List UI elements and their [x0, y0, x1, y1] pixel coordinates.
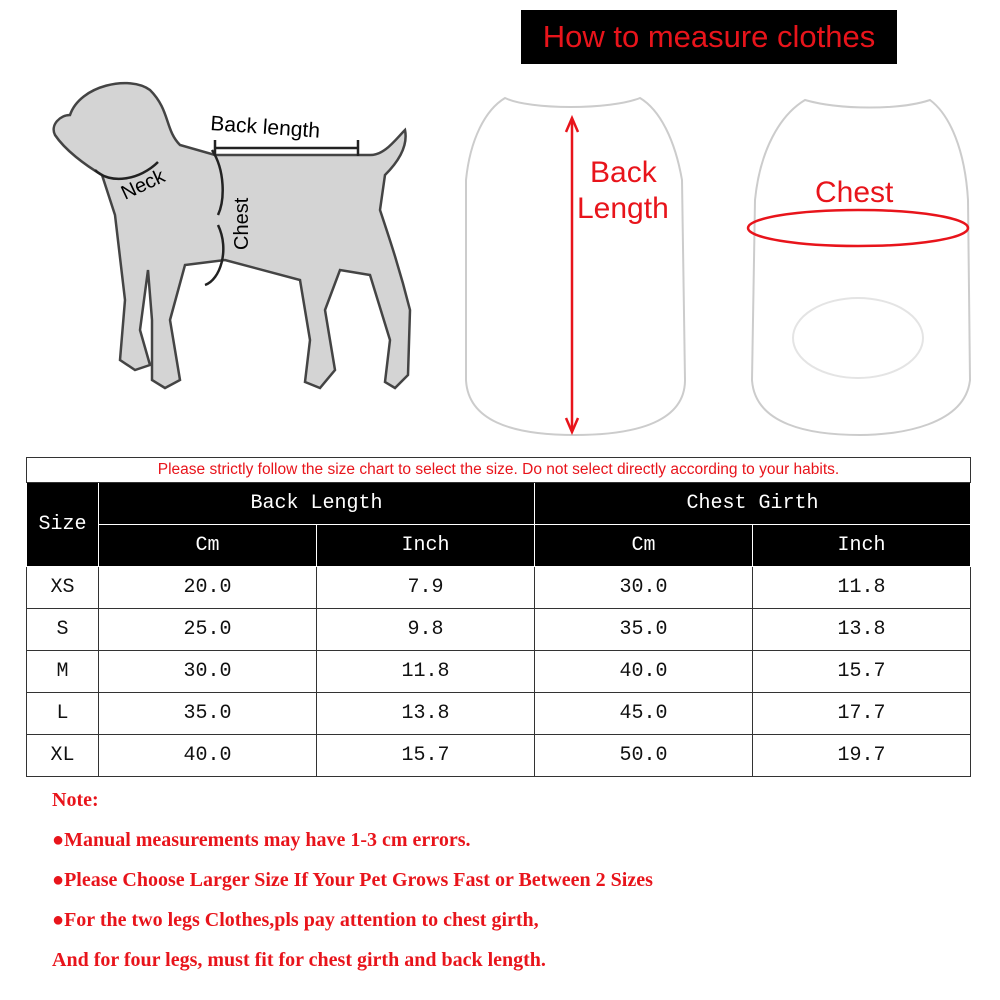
shirt-back-label: Back	[590, 156, 658, 189]
shirt-back-view	[465, 96, 687, 437]
unit-header: Inch	[315, 524, 535, 567]
value-cell: 35.0	[98, 692, 317, 735]
value-cell: 15.7	[315, 734, 535, 777]
value-cell: 7.9	[315, 566, 535, 609]
unit-header: Inch	[751, 524, 972, 567]
value-cell: 11.8	[751, 566, 972, 609]
size-cell: XL	[26, 734, 99, 777]
value-cell: 19.7	[751, 734, 972, 777]
note-line: ●Please Choose Larger Size If Your Pet G…	[52, 869, 653, 891]
unit-header: Cm	[98, 524, 317, 567]
value-cell: 20.0	[98, 566, 317, 609]
value-cell: 17.7	[751, 692, 972, 735]
note-line: And for four legs, must fit for chest gi…	[52, 949, 546, 971]
size-cell: M	[26, 650, 99, 693]
value-cell: 30.0	[533, 566, 753, 609]
shirt-front-view	[750, 98, 972, 437]
size-cell: XS	[26, 566, 99, 609]
size-cell: S	[26, 608, 99, 651]
value-cell: 50.0	[533, 734, 753, 777]
shirt-diagrams: Back Length Chest	[465, 96, 972, 437]
back-length-header: Back Length	[98, 482, 535, 525]
value-cell: 11.8	[315, 650, 535, 693]
value-cell: 25.0	[98, 608, 317, 651]
value-cell: 15.7	[751, 650, 972, 693]
dog-back-length-label: Back length	[210, 112, 321, 143]
table-row: S 25.0 9.8 35.0 13.8	[26, 608, 972, 651]
page-title: How to measure clothes	[521, 10, 897, 64]
value-cell: 9.8	[315, 608, 535, 651]
chest-arrow-icon	[204, 149, 225, 287]
table-row: L 35.0 13.8 45.0 17.7	[26, 692, 972, 735]
table-row: XS 20.0 7.9 30.0 11.8	[26, 566, 972, 609]
note-heading: Note:	[52, 789, 99, 811]
dog-chest-label: Chest	[231, 197, 253, 250]
note-line: ●Manual measurements may have 1-3 cm err…	[52, 829, 471, 851]
table-row: XL 40.0 15.7 50.0 19.7	[26, 734, 972, 777]
table-row: M 30.0 11.8 40.0 15.7	[26, 650, 972, 693]
note-line: ●For the two legs Clothes,pls pay attent…	[52, 909, 539, 931]
dog-diagram: Back length Neck Chest	[52, 81, 412, 390]
value-cell: 40.0	[533, 650, 753, 693]
value-cell: 45.0	[533, 692, 753, 735]
size-chart-table: Please strictly follow the size chart to…	[26, 457, 972, 777]
size-notice: Please strictly follow the size chart to…	[26, 457, 971, 483]
unit-header: Cm	[533, 524, 753, 567]
shirt-chest-label: Chest	[815, 176, 894, 209]
size-cell: L	[26, 692, 99, 735]
value-cell: 13.8	[315, 692, 535, 735]
value-cell: 13.8	[751, 608, 972, 651]
size-header: Size	[26, 482, 99, 567]
shirt-length-label: Length	[577, 192, 669, 225]
chest-circumference-icon	[746, 208, 970, 248]
value-cell: 40.0	[98, 734, 317, 777]
neck-arrow-icon	[94, 161, 159, 181]
chest-girth-header: Chest Girth	[533, 482, 972, 525]
dog-silhouette	[52, 81, 412, 390]
value-cell: 35.0	[533, 608, 753, 651]
value-cell: 30.0	[98, 650, 317, 693]
